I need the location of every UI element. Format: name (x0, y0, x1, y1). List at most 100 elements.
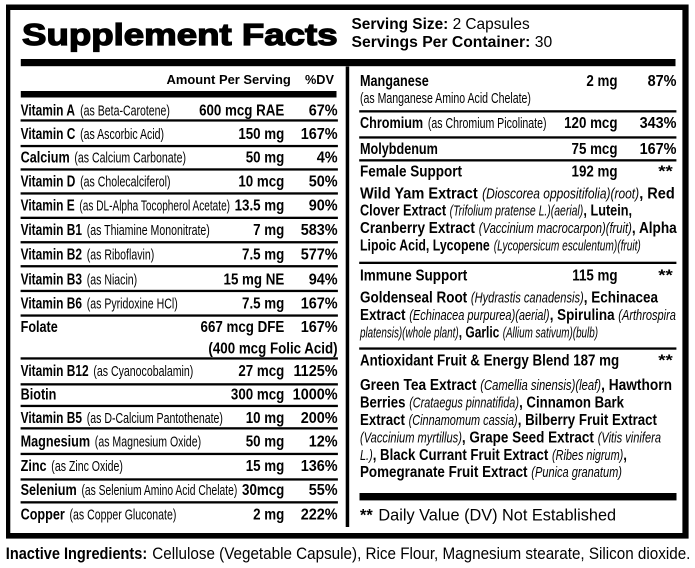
svg-text:167%: 167% (301, 125, 338, 143)
svg-text:30mcg: 30mcg (242, 482, 284, 499)
svg-text:, Spirulina: , Spirulina (550, 307, 616, 324)
svg-text:15 mg NE: 15 mg NE (224, 271, 285, 288)
svg-text:Vitamin B3: Vitamin B3 (21, 270, 83, 288)
svg-text:(Allium sativum)(bulb): (Allium sativum)(bulb) (503, 325, 598, 342)
svg-text:Immune Support: Immune Support (360, 268, 467, 285)
svg-text:50 mg: 50 mg (246, 150, 285, 167)
svg-text:15 mg: 15 mg (246, 458, 285, 475)
svg-text:**: ** (658, 351, 673, 369)
svg-text:Wild Yam Extract: Wild Yam Extract (360, 185, 478, 203)
svg-text:12%: 12% (309, 433, 338, 451)
svg-text:(as Riboflavin): (as Riboflavin) (87, 246, 155, 263)
svg-text:Molybdenum: Molybdenum (360, 141, 438, 159)
svg-text:583%: 583% (301, 222, 338, 240)
svg-text:**: ** (658, 266, 673, 284)
svg-text:136%: 136% (301, 458, 338, 476)
svg-text:Biotin: Biotin (21, 386, 57, 404)
svg-text:Supplement Facts: Supplement Facts (22, 18, 338, 53)
svg-text:2 mg: 2 mg (586, 73, 617, 90)
svg-text:Manganese: Manganese (360, 73, 429, 91)
svg-text:(Ribes nigrum): (Ribes nigrum) (552, 446, 623, 463)
svg-text:(as Cholecalciferol): (as Cholecalciferol) (80, 173, 170, 190)
svg-text:Selenium: Selenium (21, 482, 77, 500)
svg-text:(as Magnesium Oxide): (as Magnesium Oxide) (95, 433, 201, 450)
svg-text:%DV: %DV (305, 72, 334, 87)
svg-text:Antioxidant Fruit & Energy Ble: Antioxidant Fruit & Energy Blend 187 mg (360, 353, 619, 370)
svg-text:Servings Per Container: 30: Servings Per Container: 30 (352, 34, 553, 51)
svg-text:(as Manganese Amino Acid Chela: (as Manganese Amino Acid Chelate) (360, 89, 531, 106)
svg-text:(as Copper Gluconate): (as Copper Gluconate) (70, 506, 177, 523)
svg-text:, Black Currant Fruit Extract: , Black Currant Fruit Extract (373, 447, 549, 464)
svg-text:Copper: Copper (21, 506, 66, 524)
svg-text:167%: 167% (301, 295, 338, 313)
svg-text:67%: 67% (309, 102, 338, 120)
svg-text:Vitamin B1: Vitamin B1 (21, 220, 83, 238)
svg-text:(as Cyanocobalamin): (as Cyanocobalamin) (93, 362, 193, 379)
svg-text:115 mg: 115 mg (572, 268, 617, 285)
svg-text:Vitamin C: Vitamin C (21, 124, 76, 142)
svg-text:13.5 mg: 13.5 mg (235, 198, 285, 215)
svg-text:50%: 50% (309, 173, 338, 191)
svg-text:, Grape Seed Extract: , Grape Seed Extract (462, 430, 594, 447)
svg-text:Serving Size: 2 Capsules: Serving Size: 2 Capsules (352, 16, 530, 33)
svg-text:(as Chromium Picolinate): (as Chromium Picolinate) (428, 114, 547, 131)
svg-text:55%: 55% (309, 481, 338, 499)
svg-text:(Lycopersicum esculentum)(frui: (Lycopersicum esculentum)(fruit) (494, 236, 641, 254)
svg-text:120 mcg: 120 mcg (564, 115, 617, 132)
svg-text:577%: 577% (301, 246, 338, 264)
svg-text:Folate: Folate (21, 319, 58, 337)
svg-text:50 mg: 50 mg (246, 434, 285, 451)
svg-text:(Cinnamomum cassia): (Cinnamomum cassia) (409, 411, 518, 428)
svg-text:Vitamin E: Vitamin E (21, 196, 75, 214)
svg-text:, Cinnamon Bark: , Cinnamon Bark (519, 395, 625, 412)
svg-text:(Trifolium pratense L.)(aerial: (Trifolium pratense L.)(aerial) (450, 202, 584, 219)
svg-text:(Vaccinium macrocarpon)(fruit): (Vaccinium macrocarpon)(fruit) (479, 219, 632, 236)
svg-text:(as Beta-Carotene): (as Beta-Carotene) (80, 102, 170, 119)
svg-text:7 mg: 7 mg (253, 222, 284, 239)
svg-text:1000%: 1000% (293, 386, 338, 404)
svg-text:167%: 167% (301, 319, 338, 337)
svg-text:2 mg: 2 mg (253, 507, 284, 524)
svg-text:Extract: Extract (360, 412, 405, 429)
svg-text:200%: 200% (301, 410, 338, 428)
svg-text:(Dioscorea oppositifolia)(root: (Dioscorea oppositifolia)(root) (482, 185, 639, 202)
svg-text:, Red: , Red (639, 185, 675, 203)
svg-text:222%: 222% (301, 506, 338, 524)
svg-text:10 mg: 10 mg (246, 410, 285, 427)
svg-text:(as Zinc Oxide): (as Zinc Oxide) (51, 457, 123, 474)
svg-text:7.5 mg: 7.5 mg (242, 296, 284, 313)
svg-text:(400 mcg Folic Acid): (400 mcg Folic Acid) (208, 340, 337, 357)
svg-text:Zinc: Zinc (21, 458, 47, 476)
svg-text:Clover Extract: Clover Extract (360, 203, 446, 221)
svg-text:(Arthrospira: (Arthrospira (618, 306, 676, 323)
svg-text:Berries: Berries (360, 395, 405, 412)
svg-text:(Crataegus pinnatifida): (Crataegus pinnatifida) (409, 394, 519, 411)
svg-text:75 mcg: 75 mcg (572, 141, 618, 158)
svg-text:L.): L.) (360, 446, 373, 463)
svg-text:Inactive Ingredients:: Inactive Ingredients: (6, 545, 147, 563)
svg-text:Cellulose (Vegetable Capsule),: Cellulose (Vegetable Capsule), Rice Flou… (152, 544, 690, 563)
svg-text:(as Pyridoxine HCl): (as Pyridoxine HCl) (87, 295, 178, 312)
svg-text:Female Support: Female Support (360, 164, 462, 181)
svg-text:(Vitis vinifera: (Vitis vinifera (598, 429, 661, 446)
svg-text:600 mcg RAE: 600 mcg RAE (199, 103, 285, 120)
svg-text:(as DL-Alpha Tocopherol Acetat: (as DL-Alpha Tocopherol Acetate) (79, 197, 230, 215)
svg-text:(Camellia sinensis)(leaf): (Camellia sinensis)(leaf) (480, 377, 601, 394)
svg-text:, Garlic: , Garlic (459, 323, 500, 341)
svg-text:Cranberry Extract: Cranberry Extract (360, 220, 475, 237)
svg-text:**: ** (658, 162, 673, 180)
svg-text:, Hawthorn: , Hawthorn (601, 377, 672, 394)
svg-text:27 mcg: 27 mcg (238, 363, 284, 380)
svg-text:4%: 4% (317, 149, 338, 167)
svg-text:Magnesium: Magnesium (21, 433, 90, 451)
svg-text:90%: 90% (309, 197, 338, 215)
svg-text:(as Ascorbic Acid): (as Ascorbic Acid) (80, 125, 164, 142)
svg-text:Vitamin D: Vitamin D (21, 172, 76, 190)
svg-text:7.5 mg: 7.5 mg (242, 247, 284, 264)
svg-text:(as D-Calcium Pantothenate): (as D-Calcium Pantothenate) (87, 409, 223, 426)
svg-text:Lipoic Acid, Lycopene: Lipoic Acid, Lycopene (360, 236, 490, 254)
svg-text:300 mcg: 300 mcg (231, 387, 284, 404)
svg-text:Calcium: Calcium (21, 149, 70, 167)
svg-text:(Vaccinium myrtillus): (Vaccinium myrtillus) (360, 429, 462, 446)
svg-text:,: , (623, 447, 627, 464)
